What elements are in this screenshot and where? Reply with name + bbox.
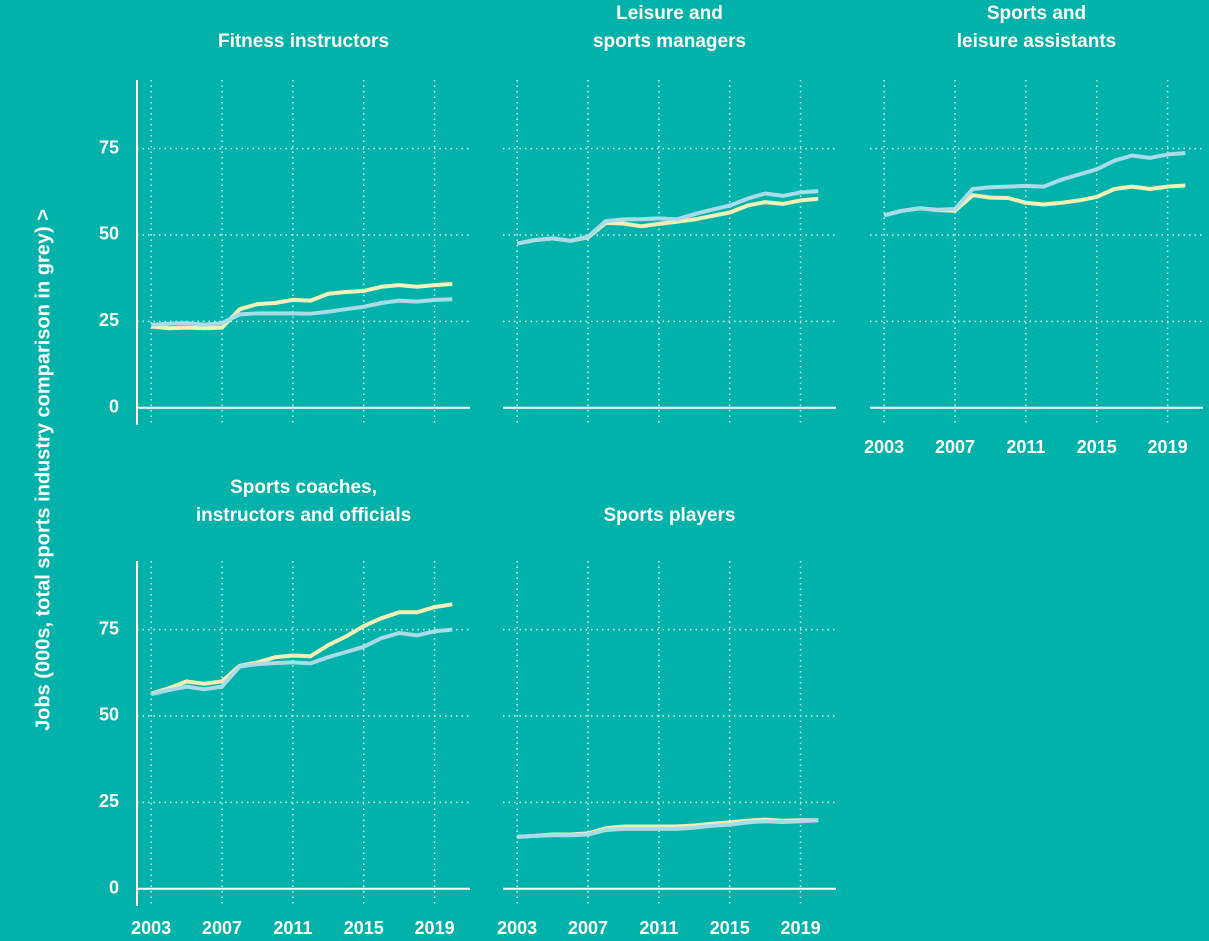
x-tick-label: 2007 bbox=[568, 918, 608, 938]
panel-title: Leisure and sports managers bbox=[592, 3, 747, 52]
x-tick-label: 2007 bbox=[202, 918, 242, 938]
y-axis-label: Jobs (000s, total sports industry compar… bbox=[32, 209, 54, 731]
series-line bbox=[150, 602, 453, 696]
x-tick-label: 2011 bbox=[639, 918, 678, 938]
x-tick-label: 2011 bbox=[273, 918, 312, 938]
y-tick-label: 50 bbox=[99, 224, 119, 244]
y-tick-label: 25 bbox=[99, 310, 119, 330]
series-line bbox=[516, 196, 819, 246]
x-tick-label: 2003 bbox=[131, 918, 171, 938]
panel-title: Sports and leisure assistants bbox=[956, 3, 1117, 52]
series-line bbox=[151, 282, 453, 331]
series-line bbox=[883, 151, 1186, 218]
x-tick-label: 2003 bbox=[864, 437, 904, 457]
x-tick-label: 2015 bbox=[710, 918, 750, 938]
y-tick-label: 50 bbox=[99, 705, 119, 725]
x-tick-label: 2019 bbox=[1148, 437, 1188, 457]
y-tick-label: 25 bbox=[99, 791, 119, 811]
y-tick-label: 0 bbox=[109, 877, 119, 897]
panel-title: Fitness instructors bbox=[217, 31, 390, 52]
panel-title: Sports coaches, instructors and official… bbox=[195, 477, 412, 526]
series-line bbox=[150, 627, 453, 697]
panel-title: Sports players bbox=[603, 505, 736, 526]
x-tick-label: 2019 bbox=[415, 918, 455, 938]
x-tick-label: 2019 bbox=[781, 918, 821, 938]
x-tick-label: 2011 bbox=[1006, 437, 1045, 457]
x-tick-label: 2007 bbox=[935, 437, 975, 457]
y-tick-label: 0 bbox=[109, 396, 119, 416]
x-tick-label: 2015 bbox=[1077, 437, 1117, 457]
y-tick-label: 75 bbox=[99, 618, 119, 638]
series-line bbox=[516, 189, 819, 246]
y-tick-label: 75 bbox=[99, 137, 119, 157]
series-line bbox=[517, 818, 819, 839]
x-tick-label: 2003 bbox=[497, 918, 537, 938]
series-line bbox=[151, 297, 453, 327]
x-tick-label: 2015 bbox=[344, 918, 384, 938]
